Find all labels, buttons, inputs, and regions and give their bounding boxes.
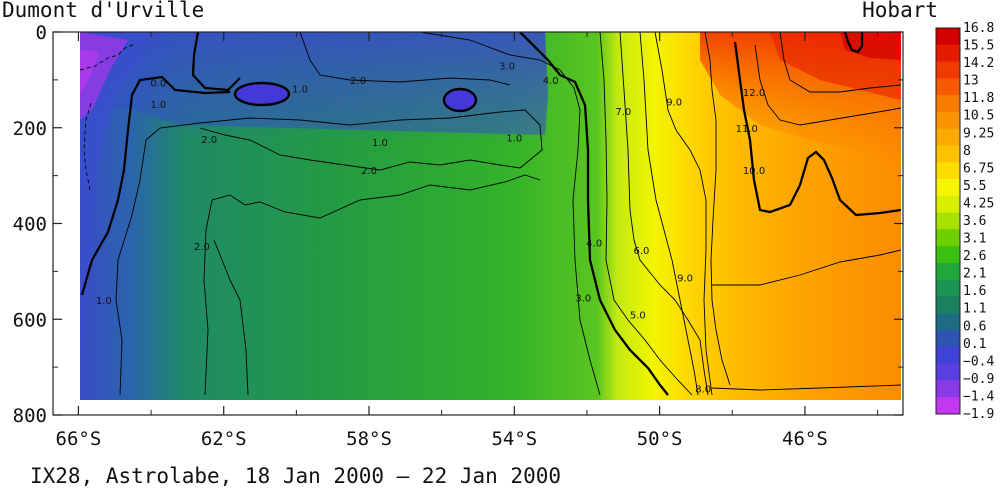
y-tick-label: 400	[13, 214, 47, 236]
colorbar-swatch	[936, 111, 960, 130]
colorbar-swatch	[936, 380, 960, 398]
x-tick-label: 54°S	[491, 428, 537, 450]
colorbar-swatch	[936, 262, 960, 281]
colorbar-swatch	[936, 397, 960, 415]
contour-label: 11.0	[736, 124, 758, 135]
colorbar-swatch	[936, 28, 960, 46]
colorbar-label: 0.1	[963, 337, 986, 352]
y-tick-label: 600	[13, 309, 47, 331]
colorbar-swatch	[936, 44, 960, 63]
x-tick-label: 46°S	[782, 428, 828, 450]
contour-label: 2.0	[194, 242, 210, 253]
contour-label: 3.0	[575, 294, 591, 305]
colorbar-label: 15.5	[963, 39, 994, 54]
colorbar-label: −0.9	[963, 372, 994, 387]
colorbar-label: −0.4	[963, 354, 994, 369]
colorbar-swatch	[936, 195, 960, 214]
contour-label: 1.0	[292, 84, 308, 95]
colorbar-label: 4.25	[963, 196, 994, 211]
colorbar-label: 14.2	[963, 56, 994, 71]
colorbar-label: 9.25	[963, 126, 994, 141]
contour-label: 4.0	[543, 76, 559, 87]
cruise-caption: IX28, Astrolabe, 18 Jan 2000 – 22 Jan 20…	[30, 464, 562, 488]
colorbar-label: 10.5	[963, 109, 994, 124]
colorbar-swatch	[936, 229, 960, 247]
x-tick-label: 58°S	[346, 428, 392, 450]
colorbar: 16.8 15.5 14.2 13 11.8 10.5 9.25 8 6.75 5.5 4.25 3.…	[935, 21, 994, 422]
y-tick-label: 0	[36, 22, 47, 44]
colorbar-swatch	[936, 363, 960, 381]
contour-label: 9.0	[677, 274, 693, 285]
contour-label: 1.0	[96, 296, 112, 307]
colorbar-swatch	[936, 313, 960, 331]
colorbar-label: 5.5	[963, 179, 986, 194]
colorbar-label: 16.8	[963, 21, 994, 36]
left-station-label: Dumont d'Urville	[2, 0, 205, 22]
colorbar-swatch	[936, 179, 960, 197]
colorbar-label: 1.6	[963, 284, 986, 299]
x-tick-label: 62°S	[201, 428, 247, 450]
colorbar-swatch	[936, 212, 960, 230]
colorbar-label: 11.8	[963, 91, 994, 106]
contour-label: 3.0	[499, 62, 515, 73]
contour-label: 1.0	[372, 138, 388, 149]
colorbar-swatch	[936, 162, 960, 180]
contour-label: 2.0	[361, 166, 377, 177]
colorbar-label: −1.9	[963, 407, 994, 422]
colorbar-label: 2.6	[963, 249, 986, 264]
x-tick-label: 66°S	[56, 428, 102, 450]
colorbar-label: 3.1	[963, 232, 986, 247]
colorbar-swatch	[936, 246, 960, 264]
contour-label: 9.0	[666, 97, 682, 108]
contour-label: 12.0	[743, 88, 765, 99]
colorbar-swatch	[936, 279, 960, 298]
y-axis: 0 200 400 600 800	[13, 22, 903, 427]
y-tick-label: 200	[13, 118, 47, 140]
colorbar-label: 1.1	[963, 302, 986, 317]
contour-label: 4.0	[586, 239, 602, 250]
colorbar-label: 2.1	[963, 267, 986, 282]
colorbar-swatch	[936, 95, 960, 113]
colorbar-swatch	[936, 61, 960, 79]
colorbar-swatch	[936, 78, 960, 96]
contour-label: 8.0	[695, 385, 711, 396]
colorbar-swatch	[936, 346, 960, 365]
colorbar-swatch	[936, 128, 960, 146]
contour-label: 10.0	[743, 166, 765, 177]
colorbar-label: 3.6	[963, 214, 986, 229]
colorbar-label: 0.6	[963, 319, 986, 334]
colorbar-swatch	[936, 296, 960, 314]
contour-lines	[80, 32, 901, 396]
contour-label: 6.0	[634, 246, 650, 257]
contour-label: 1.0	[506, 133, 522, 144]
contour-label: 1.0	[150, 100, 166, 111]
colorbar-swatch	[936, 145, 960, 163]
contour-label: 5.0	[630, 310, 646, 321]
contour-label: 0.0	[150, 78, 166, 89]
colorbar-label: −1.4	[963, 389, 994, 404]
x-tick-label: 50°S	[637, 428, 683, 450]
colorbar-swatch	[936, 330, 960, 348]
contour-label: 2.0	[350, 76, 366, 87]
colorbar-label: 13	[963, 74, 979, 89]
right-station-label: Hobart	[862, 0, 938, 22]
contour-label: 7.0	[615, 107, 631, 118]
contour-label: 2.0	[201, 135, 217, 146]
contour-labels: 0.0 1.0 1.0 2.0 2.0 1.0 2.0 1.0 2.0 3.0 4.0 1.0 7.0 9…	[96, 62, 765, 396]
x-axis: 66°S 62°S 58°S 54°S 50°S 46°S	[56, 32, 879, 450]
colorbar-frame	[935, 27, 961, 415]
colorbar-label: 8	[963, 144, 971, 159]
colorbar-label: 6.75	[963, 161, 994, 176]
y-tick-label: 800	[13, 405, 47, 427]
